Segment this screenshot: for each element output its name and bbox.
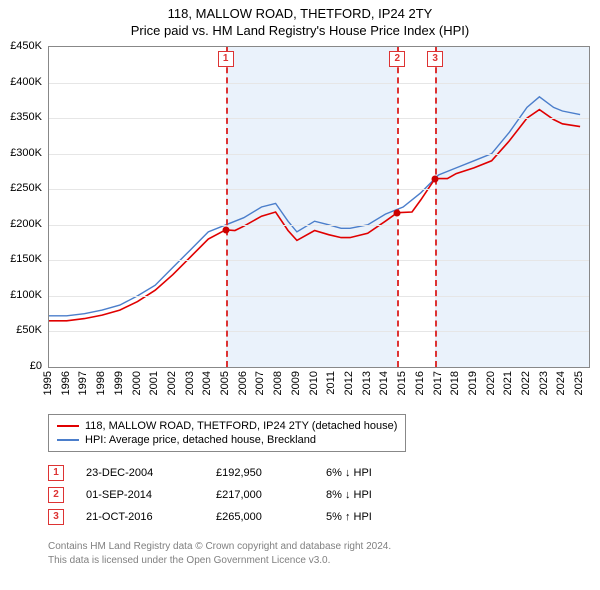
x-tick-label: 2004 <box>201 371 213 395</box>
gridline <box>49 225 589 226</box>
x-tick-label: 1998 <box>95 371 107 395</box>
title-address: 118, MALLOW ROAD, THETFORD, IP24 2TY <box>0 0 600 21</box>
marker-line-1 <box>226 47 228 367</box>
x-tick-label: 1995 <box>42 371 54 395</box>
y-tick-label: £50K <box>2 324 42 336</box>
transaction-row: 2 01-SEP-2014£217,0008% ↓ HPI <box>48 484 426 506</box>
legend-label: 118, MALLOW ROAD, THETFORD, IP24 2TY (de… <box>85 420 397 432</box>
x-tick-label: 2008 <box>272 371 284 395</box>
tx-diff: 8% ↓ HPI <box>326 489 426 501</box>
chart-lines <box>49 47 589 367</box>
tx-date: 21-OCT-2016 <box>86 511 216 523</box>
legend-row: 118, MALLOW ROAD, THETFORD, IP24 2TY (de… <box>57 419 397 433</box>
x-tick-label: 2010 <box>308 371 320 395</box>
x-tick-label: 2020 <box>485 371 497 395</box>
footer-attribution: Contains HM Land Registry data © Crown c… <box>48 540 391 567</box>
x-tick-label: 2021 <box>502 371 514 395</box>
y-tick-label: £250K <box>2 182 42 194</box>
x-tick-label: 2007 <box>254 371 266 395</box>
y-tick-label: £0 <box>2 360 42 372</box>
gridline <box>49 189 589 190</box>
x-tick-label: 2000 <box>131 371 143 395</box>
x-tick-label: 2003 <box>184 371 196 395</box>
gridline <box>49 260 589 261</box>
x-tick-label: 2023 <box>538 371 550 395</box>
tx-diff: 5% ↑ HPI <box>326 511 426 523</box>
marker-dot-1 <box>222 226 229 233</box>
y-tick-label: £400K <box>2 76 42 88</box>
x-tick-label: 2014 <box>378 371 390 395</box>
series-hpi <box>49 97 580 316</box>
marker-box-1: 1 <box>218 51 234 67</box>
legend-row: HPI: Average price, detached house, Brec… <box>57 433 397 447</box>
title-subtitle: Price paid vs. HM Land Registry's House … <box>0 21 600 38</box>
chart-container: { "titles": { "line1": "118, MALLOW ROAD… <box>0 0 600 590</box>
gridline <box>49 331 589 332</box>
legend-swatch <box>57 439 79 441</box>
footer-line2: This data is licensed under the Open Gov… <box>48 554 391 568</box>
x-tick-label: 2015 <box>396 371 408 395</box>
marker-dot-2 <box>394 209 401 216</box>
gridline <box>49 154 589 155</box>
x-tick-label: 2012 <box>343 371 355 395</box>
tx-marker-ref: 3 <box>48 509 64 525</box>
x-tick-label: 1996 <box>60 371 72 395</box>
tx-date: 01-SEP-2014 <box>86 489 216 501</box>
tx-marker-ref: 2 <box>48 487 64 503</box>
x-tick-label: 2005 <box>219 371 231 395</box>
x-tick-label: 2006 <box>237 371 249 395</box>
tx-marker-ref: 1 <box>48 465 64 481</box>
marker-line-2 <box>397 47 399 367</box>
marker-dot-3 <box>432 175 439 182</box>
x-tick-label: 2024 <box>555 371 567 395</box>
x-tick-label: 2022 <box>520 371 532 395</box>
plot-area: 1 2 3 <box>48 46 590 368</box>
x-tick-label: 2009 <box>290 371 302 395</box>
y-tick-label: £200K <box>2 218 42 230</box>
gridline <box>49 83 589 84</box>
footer-line1: Contains HM Land Registry data © Crown c… <box>48 540 391 554</box>
x-tick-label: 1999 <box>113 371 125 395</box>
y-tick-label: £100K <box>2 289 42 301</box>
tx-price: £265,000 <box>216 511 326 523</box>
x-tick-label: 2017 <box>432 371 444 395</box>
x-tick-label: 2025 <box>573 371 585 395</box>
x-tick-label: 1997 <box>77 371 89 395</box>
x-tick-label: 2001 <box>148 371 160 395</box>
y-tick-label: £150K <box>2 253 42 265</box>
x-tick-label: 2013 <box>361 371 373 395</box>
tx-date: 23-DEC-2004 <box>86 467 216 479</box>
x-tick-label: 2011 <box>325 371 337 395</box>
x-tick-label: 2002 <box>166 371 178 395</box>
transaction-row: 1 23-DEC-2004£192,9506% ↓ HPI <box>48 462 426 484</box>
y-tick-label: £450K <box>2 40 42 52</box>
y-tick-label: £300K <box>2 147 42 159</box>
series-property <box>49 110 580 321</box>
gridline <box>49 296 589 297</box>
tx-price: £217,000 <box>216 489 326 501</box>
tx-diff: 6% ↓ HPI <box>326 467 426 479</box>
tx-price: £192,950 <box>216 467 326 479</box>
gridline <box>49 118 589 119</box>
marker-box-3: 3 <box>427 51 443 67</box>
legend-swatch <box>57 425 79 427</box>
transaction-row: 3 21-OCT-2016£265,0005% ↑ HPI <box>48 506 426 528</box>
transaction-table: 1 23-DEC-2004£192,9506% ↓ HPI 2 01-SEP-2014… <box>48 462 426 528</box>
x-tick-label: 2019 <box>467 371 479 395</box>
legend: 118, MALLOW ROAD, THETFORD, IP24 2TY (de… <box>48 414 406 452</box>
marker-box-2: 2 <box>389 51 405 67</box>
marker-line-3 <box>435 47 437 367</box>
x-tick-label: 2016 <box>414 371 426 395</box>
legend-label: HPI: Average price, detached house, Brec… <box>85 434 316 446</box>
x-tick-label: 2018 <box>449 371 461 395</box>
y-tick-label: £350K <box>2 111 42 123</box>
